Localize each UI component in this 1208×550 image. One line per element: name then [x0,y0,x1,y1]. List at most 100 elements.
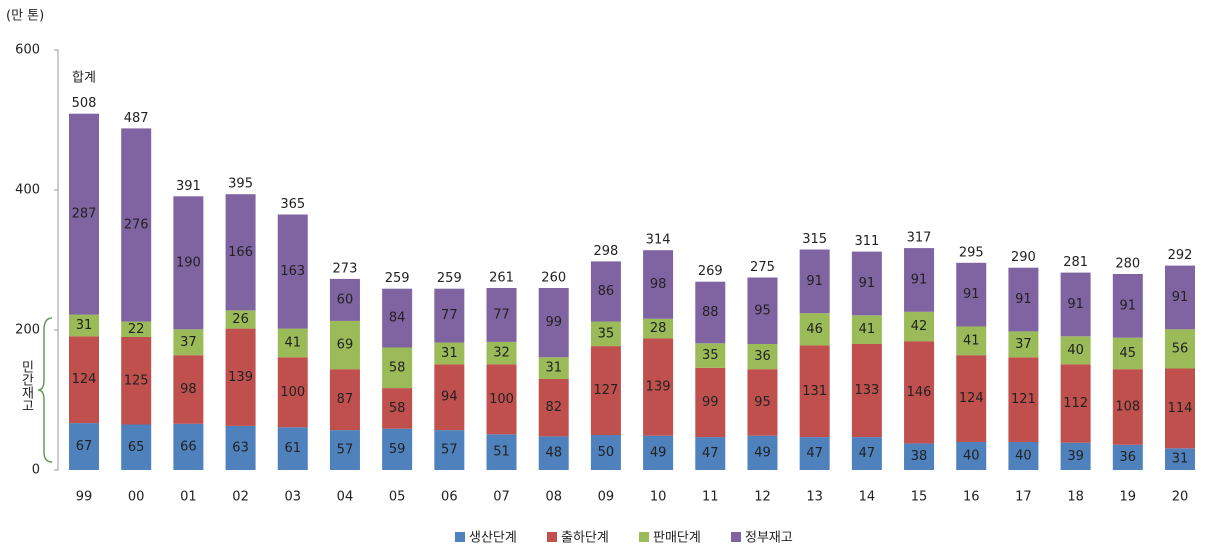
value-label: 94 [441,390,458,405]
value-label: 31 [76,318,93,333]
bar-segment [486,364,517,435]
bar-segment [538,288,569,358]
value-label: 139 [646,380,671,395]
bar-segment [1060,364,1091,443]
total-label: 292 [1168,248,1193,263]
value-label: 100 [280,385,305,400]
bar-segment [799,249,830,314]
bar-segment [382,347,413,389]
bar-segment [277,214,308,329]
bar-segment [747,344,778,370]
y-tick-label: 0 [32,463,40,478]
value-label: 37 [1015,337,1032,352]
value-label: 108 [1115,400,1140,415]
value-label: 125 [124,373,149,388]
total-label: 487 [124,111,149,126]
bar-segment [956,326,987,356]
value-label: 22 [128,322,145,337]
bar-segment [121,424,152,470]
bar-segment [956,262,987,327]
x-tick-label: 99 [76,490,93,505]
y-tick-label: 200 [15,323,40,338]
value-label: 98 [180,382,197,397]
bar-segment [277,427,308,470]
value-label: 87 [337,392,354,407]
bar-segment [382,288,413,348]
value-label: 36 [1120,450,1137,465]
value-label: 40 [1067,343,1084,358]
x-tick-label: 01 [180,490,197,505]
value-label: 65 [128,440,145,455]
value-label: 38 [911,449,928,464]
value-label: 47 [859,446,876,461]
x-tick-label: 10 [650,490,667,505]
value-label: 91 [1067,297,1084,312]
bar-segment [851,251,882,316]
bar-segment [904,341,935,444]
bar-segment [382,388,413,429]
value-label: 88 [702,305,719,320]
bar-segment [277,328,308,358]
value-label: 163 [280,264,305,279]
bar-segment [173,355,204,424]
x-tick-label: 09 [598,490,615,505]
value-label: 139 [228,370,253,385]
private-annotation: 민간재고 [19,360,34,412]
brace [37,317,53,463]
value-label: 121 [1011,392,1036,407]
value-label: 41 [963,333,980,348]
bar-segment [1060,442,1091,470]
value-label: 42 [911,319,928,334]
value-label: 56 [1172,341,1189,356]
value-label: 58 [389,401,406,416]
value-label: 47 [702,446,719,461]
value-label: 95 [754,303,771,318]
x-tick-label: 07 [493,490,510,505]
value-label: 47 [806,446,823,461]
bar-segment [121,321,152,337]
bar-segment [1165,329,1195,369]
bar-segment [590,435,621,470]
value-label: 36 [754,349,771,364]
bar-segment [382,428,413,470]
bar-segment [434,288,465,343]
value-label: 40 [963,449,980,464]
x-tick-label: 00 [128,490,145,505]
x-tick-label: 17 [1015,490,1032,505]
bar-segment [225,194,256,311]
bar-segment [538,379,569,437]
x-tick-label: 19 [1120,490,1137,505]
total-label: 365 [280,197,305,212]
bar-segment [69,423,99,470]
value-label: 32 [493,346,510,361]
bar-segment [173,329,204,356]
x-tick-label: 02 [232,490,249,505]
value-label: 41 [284,335,301,350]
value-label: 95 [754,395,771,410]
bar-segment [1008,331,1039,358]
bar-segment [538,357,569,379]
value-label: 131 [802,384,827,399]
bar-segment [225,310,256,329]
bar-segment [643,250,674,319]
value-label: 58 [389,360,406,375]
bar-segment [486,341,517,365]
value-label: 46 [806,322,823,337]
value-label: 100 [489,392,514,407]
value-label: 99 [702,395,719,410]
value-label: 276 [124,218,149,233]
value-label: 60 [337,292,354,307]
bar-segment [329,320,360,370]
value-label: 77 [441,308,458,323]
total-label: 259 [385,271,410,286]
bar-segment [486,434,517,470]
legend-label: 판매단계 [653,531,701,546]
bar-segment [643,338,674,436]
value-label: 35 [598,326,615,341]
total-label: 260 [541,271,566,286]
bar-segment [1112,369,1143,445]
value-label: 57 [337,443,354,458]
legend-swatch [731,532,741,542]
total-label: 269 [698,264,723,279]
